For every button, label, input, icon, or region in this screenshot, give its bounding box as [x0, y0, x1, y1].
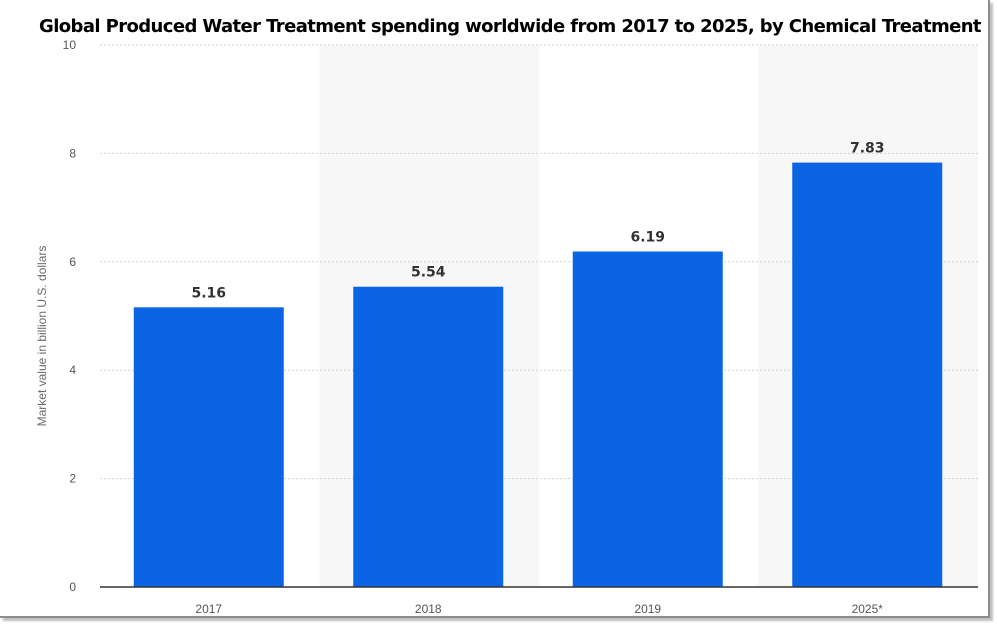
x-tick-label: 2025*: [852, 602, 884, 616]
bar-2019: [572, 251, 723, 587]
y-tick-label: 2: [69, 472, 76, 486]
y-tick-label: 8: [69, 146, 76, 160]
x-tick-label: 2018: [415, 602, 442, 616]
x-tick-label: 2019: [634, 602, 661, 616]
data-label: 6.19: [630, 230, 665, 246]
y-tick-label: 6: [69, 255, 76, 269]
x-tick-label: 2017: [195, 602, 222, 616]
bar-2018: [353, 286, 504, 587]
data-label: 5.16: [191, 285, 226, 301]
y-tick-label: 0: [69, 580, 76, 594]
y-tick-label: 10: [63, 38, 77, 52]
y-tick-label: 4: [69, 363, 76, 377]
y-axis-label: Market value in billion U.S. dollars: [35, 246, 49, 427]
bar-2017: [133, 307, 284, 587]
bar-2025: [792, 162, 943, 587]
data-label: 5.54: [411, 265, 446, 281]
data-label: 7.83: [850, 141, 885, 157]
chart-title: Global Produced Water Treatment spending…: [39, 16, 981, 37]
